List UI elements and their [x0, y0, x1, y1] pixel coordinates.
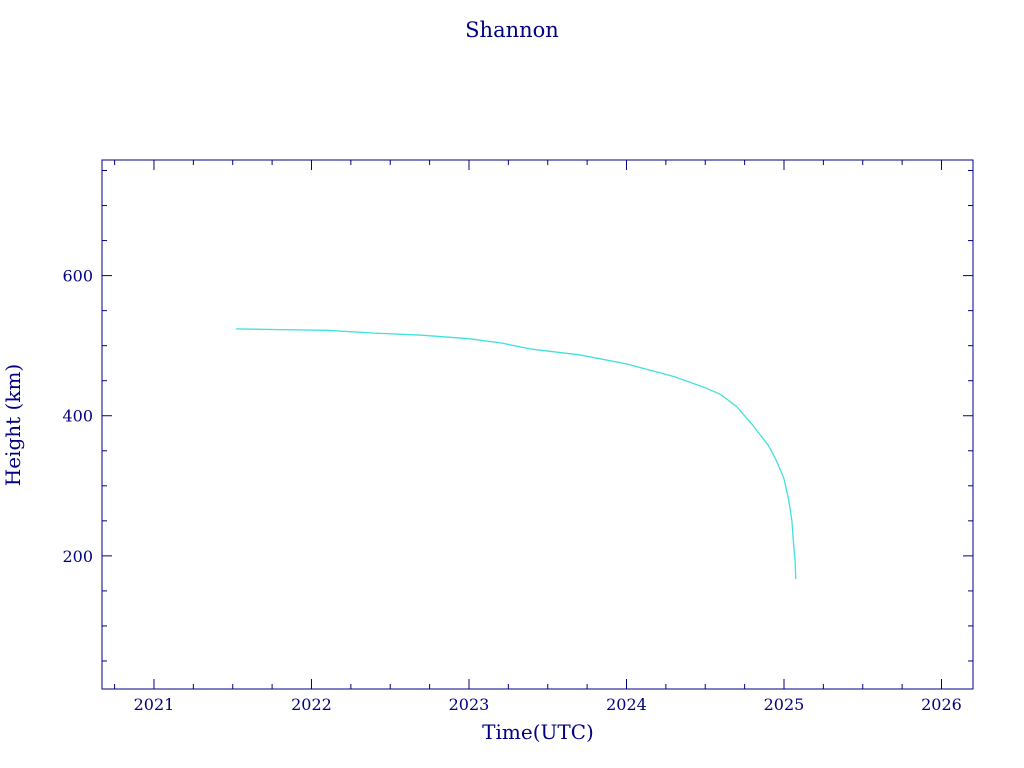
- y-axis-label: Height (km): [1, 364, 25, 486]
- y-tick-label: 400: [62, 407, 93, 426]
- x-tick-label: 2025: [764, 695, 805, 714]
- series-layer: [235, 328, 797, 580]
- y-tick-label: 200: [62, 547, 93, 566]
- height-series-line: [235, 328, 797, 580]
- axis-ticks: [102, 160, 973, 689]
- x-tick-label: 2022: [291, 695, 332, 714]
- axis-tick-labels: 2021 2022 2023 2024 2025 2026 200 400 600: [62, 267, 961, 714]
- x-tick-label: 2021: [134, 695, 175, 714]
- chart-title: Shannon: [465, 18, 559, 42]
- x-tick-label: 2023: [449, 695, 490, 714]
- x-tick-label: 2026: [921, 695, 962, 714]
- x-axis-label: Time(UTC): [482, 720, 594, 744]
- x-tick-label: 2024: [606, 695, 647, 714]
- plot-frame: [101, 159, 974, 690]
- y-tick-label: 600: [62, 267, 93, 286]
